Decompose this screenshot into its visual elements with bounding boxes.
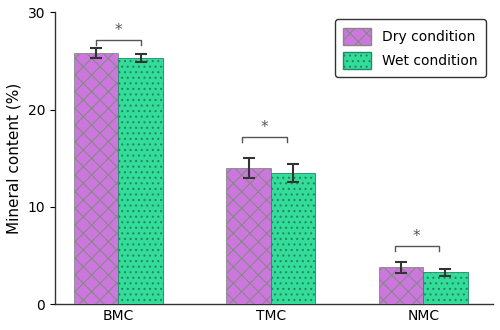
Text: *: * (260, 120, 268, 135)
Legend: Dry condition, Wet condition: Dry condition, Wet condition (335, 19, 486, 77)
Bar (226, 168, 271, 304)
Bar (74, 53, 118, 304)
Bar (378, 267, 423, 304)
Text: *: * (413, 229, 420, 244)
Bar (423, 272, 468, 304)
Bar (271, 173, 315, 304)
Text: *: * (114, 23, 122, 38)
Y-axis label: Mineral content (%): Mineral content (%) (7, 83, 22, 234)
Bar (118, 58, 163, 304)
